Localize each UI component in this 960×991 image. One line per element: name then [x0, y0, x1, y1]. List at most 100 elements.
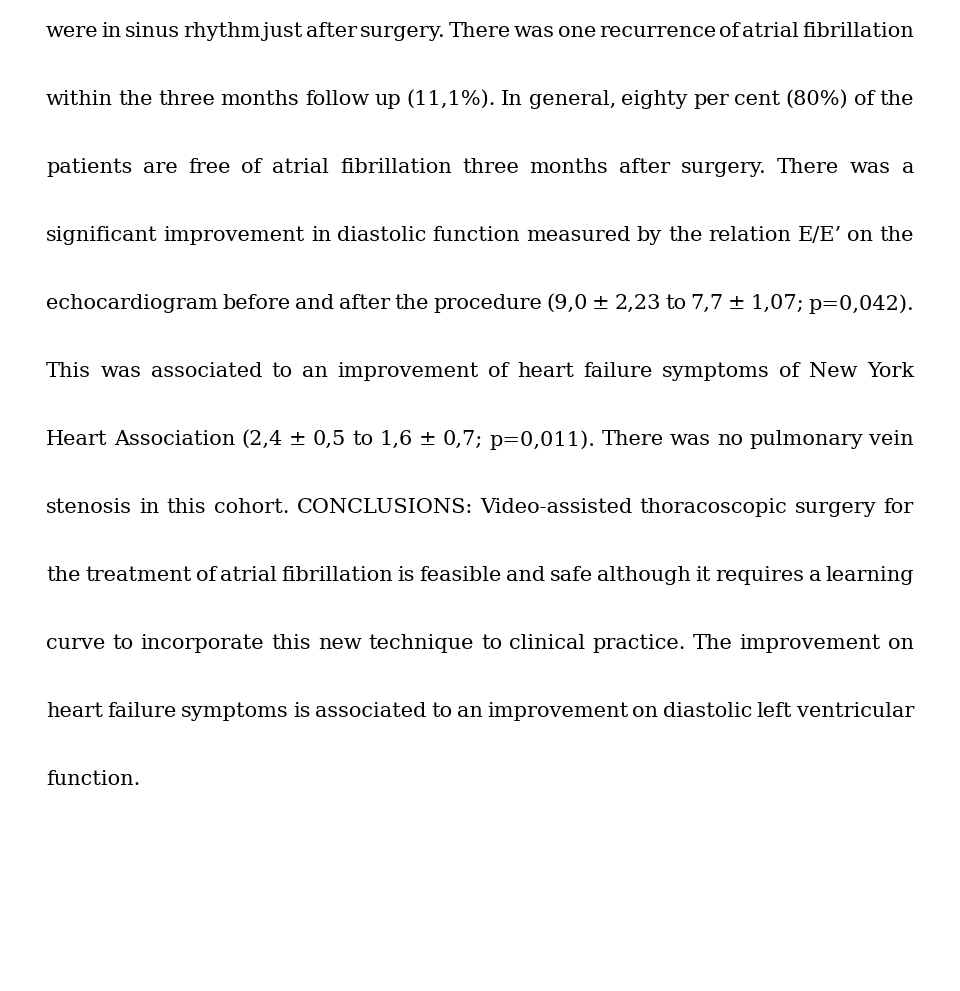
Text: new: new	[318, 634, 362, 653]
Text: up: up	[374, 90, 401, 109]
Text: heart: heart	[517, 362, 574, 381]
Text: 0,7;: 0,7;	[443, 430, 483, 449]
Text: diastolic: diastolic	[337, 226, 426, 245]
Text: associated: associated	[315, 702, 426, 721]
Text: general,: general,	[529, 90, 615, 109]
Text: to: to	[352, 430, 373, 449]
Text: of: of	[780, 362, 800, 381]
Text: echocardiogram: echocardiogram	[46, 294, 218, 313]
Text: CONCLUSIONS:: CONCLUSIONS:	[297, 498, 473, 517]
Text: the: the	[394, 294, 428, 313]
Text: free: free	[188, 158, 230, 177]
Text: 2,23: 2,23	[614, 294, 660, 313]
Text: surgery: surgery	[795, 498, 876, 517]
Text: (9,0: (9,0	[546, 294, 588, 313]
Text: pulmonary: pulmonary	[750, 430, 863, 449]
Text: curve: curve	[46, 634, 106, 653]
Text: stenosis: stenosis	[46, 498, 132, 517]
Text: fibrillation: fibrillation	[803, 22, 914, 41]
Text: on: on	[848, 226, 874, 245]
Text: to: to	[665, 294, 686, 313]
Text: of: of	[719, 22, 739, 41]
Text: patients: patients	[46, 158, 132, 177]
Text: procedure: procedure	[433, 294, 541, 313]
Text: were: were	[46, 22, 99, 41]
Text: left: left	[756, 702, 792, 721]
Text: before: before	[223, 294, 291, 313]
Text: improvement: improvement	[740, 634, 881, 653]
Text: surgery.: surgery.	[360, 22, 445, 41]
Text: to: to	[272, 362, 293, 381]
Text: fibrillation: fibrillation	[340, 158, 451, 177]
Text: months: months	[221, 90, 300, 109]
Text: learning: learning	[826, 566, 914, 585]
Text: (80%): (80%)	[786, 90, 849, 109]
Text: (2,4: (2,4	[241, 430, 282, 449]
Text: to: to	[112, 634, 133, 653]
Text: function.: function.	[46, 770, 140, 789]
Text: symptoms: symptoms	[662, 362, 770, 381]
Text: a: a	[808, 566, 821, 585]
Text: p=0,011).: p=0,011).	[490, 430, 595, 450]
Text: E/E’: E/E’	[798, 226, 842, 245]
Text: diastolic: diastolic	[663, 702, 753, 721]
Text: surgery.: surgery.	[681, 158, 766, 177]
Text: months: months	[530, 158, 609, 177]
Text: York: York	[867, 362, 914, 381]
Text: three: three	[158, 90, 215, 109]
Text: the: the	[118, 90, 153, 109]
Text: cent: cent	[734, 90, 780, 109]
Text: measured: measured	[526, 226, 631, 245]
Text: although: although	[597, 566, 691, 585]
Text: the: the	[879, 226, 914, 245]
Text: ±: ±	[592, 294, 610, 313]
Text: Heart: Heart	[46, 430, 108, 449]
Text: In: In	[501, 90, 523, 109]
Text: after: after	[339, 294, 390, 313]
Text: Association: Association	[113, 430, 235, 449]
Text: in: in	[102, 22, 122, 41]
Text: a: a	[901, 158, 914, 177]
Text: atrial: atrial	[273, 158, 329, 177]
Text: is: is	[397, 566, 415, 585]
Text: on: on	[633, 702, 659, 721]
Text: 1,6: 1,6	[379, 430, 413, 449]
Text: relation: relation	[708, 226, 791, 245]
Text: for: for	[884, 498, 914, 517]
Text: thoracoscopic: thoracoscopic	[639, 498, 787, 517]
Text: follow: follow	[304, 90, 369, 109]
Text: New: New	[809, 362, 857, 381]
Text: per: per	[693, 90, 729, 109]
Text: clinical: clinical	[509, 634, 586, 653]
Text: failure: failure	[108, 702, 177, 721]
Text: atrial: atrial	[220, 566, 277, 585]
Text: are: are	[143, 158, 178, 177]
Text: is: is	[293, 702, 311, 721]
Text: no: no	[717, 430, 743, 449]
Text: it: it	[696, 566, 711, 585]
Text: associated: associated	[151, 362, 262, 381]
Text: in: in	[139, 498, 159, 517]
Text: of: of	[488, 362, 508, 381]
Text: requires: requires	[715, 566, 804, 585]
Text: vein: vein	[870, 430, 914, 449]
Text: atrial: atrial	[742, 22, 800, 41]
Text: three: three	[462, 158, 519, 177]
Text: in: in	[311, 226, 331, 245]
Text: to: to	[481, 634, 502, 653]
Text: recurrence: recurrence	[599, 22, 716, 41]
Text: was: was	[514, 22, 555, 41]
Text: 1,07;: 1,07;	[750, 294, 804, 313]
Text: rhythm: rhythm	[183, 22, 260, 41]
Text: this: this	[167, 498, 206, 517]
Text: cohort.: cohort.	[214, 498, 289, 517]
Text: to: to	[431, 702, 452, 721]
Text: p=0,042).: p=0,042).	[808, 294, 914, 314]
Text: was: was	[101, 362, 141, 381]
Text: and: and	[295, 294, 334, 313]
Text: after: after	[305, 22, 357, 41]
Text: sinus: sinus	[125, 22, 180, 41]
Text: of: of	[196, 566, 216, 585]
Text: safe: safe	[550, 566, 593, 585]
Text: of: of	[242, 158, 262, 177]
